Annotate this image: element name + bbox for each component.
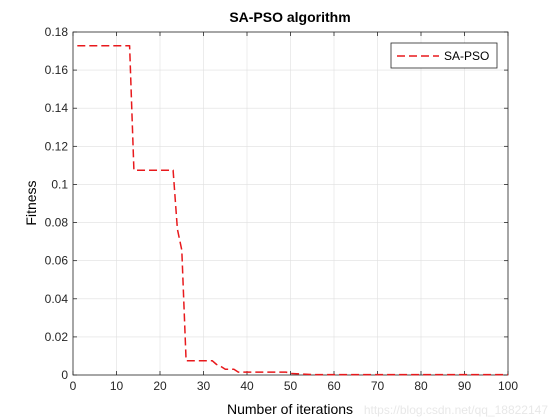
watermark: https://blog.csdn.net/qq_18822147 [364, 403, 548, 417]
x-tick-label: 50 [284, 379, 298, 393]
y-tick-label: 0.16 [45, 63, 69, 77]
x-tick-label: 0 [70, 379, 77, 393]
x-axis-title: Number of iterations [227, 401, 353, 417]
y-tick-label: 0.02 [45, 330, 69, 344]
axis-ticks [72, 31, 509, 376]
grid [72, 31, 509, 376]
x-tick-label: 40 [240, 379, 254, 393]
y-tick-label: 0.14 [45, 101, 69, 115]
x-tick-label: 10 [110, 379, 124, 393]
y-axis-title: Fitness [23, 180, 39, 225]
y-tick-label: 0 [61, 368, 68, 382]
y-tick-label: 0.12 [45, 139, 69, 153]
chart-title: SA-PSO algorithm [229, 9, 350, 25]
legend-box [390, 42, 498, 69]
y-tick-label: 0.06 [45, 254, 69, 268]
y-tick-label: 0.08 [45, 216, 69, 230]
legend: SA-PSO [390, 42, 498, 69]
x-tick-label: 90 [458, 379, 472, 393]
x-tick-label: 30 [197, 379, 211, 393]
series-layer [77, 44, 508, 376]
y-tick-label: 0.18 [45, 25, 69, 39]
x-tick-label: 100 [498, 379, 518, 393]
y-tick-label: 0.1 [51, 177, 68, 191]
x-tick-label: 20 [153, 379, 167, 393]
x-tick-label: 60 [327, 379, 341, 393]
y-tick-label: 0.04 [45, 292, 69, 306]
x-tick-label: 80 [414, 379, 428, 393]
y-tick-labels: 0 0.02 0.04 0.06 0.08 0.1 0.12 0.14 0.16 0.18 [45, 25, 69, 382]
legend-label-sa-pso: SA-PSO [444, 49, 489, 63]
x-tick-label: 70 [371, 379, 385, 393]
x-tick-labels: 0 10 20 30 40 50 60 70 80 90 100 [70, 379, 519, 393]
series-line-sa-pso [77, 44, 508, 376]
